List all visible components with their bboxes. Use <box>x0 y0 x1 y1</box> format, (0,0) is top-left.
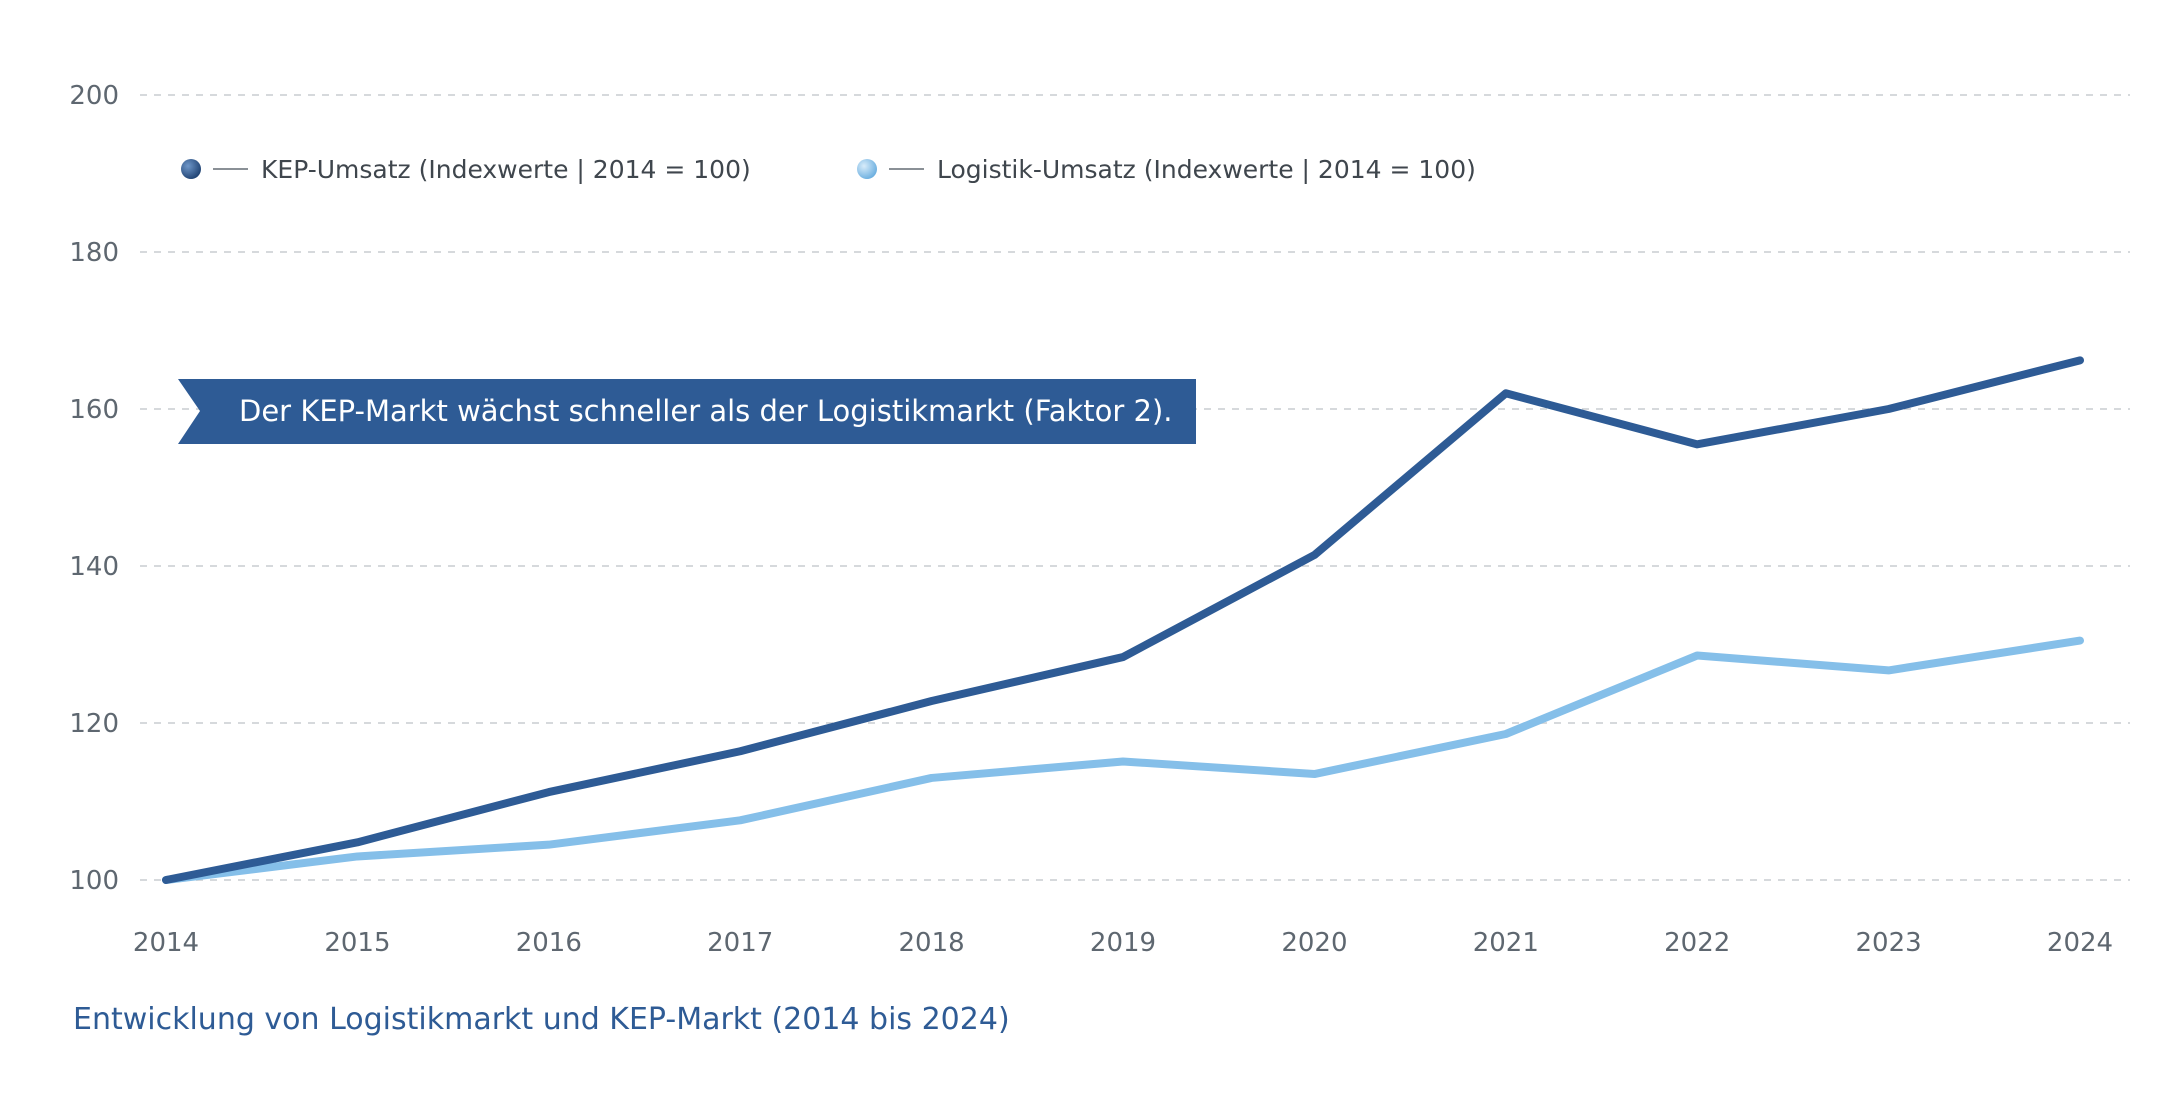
y-tick-label-160: 160 <box>69 395 119 425</box>
y-tick-label-200: 200 <box>69 81 119 111</box>
data-point-kep-2021 <box>1502 389 1510 397</box>
data-point-kep-2023 <box>1885 405 1893 413</box>
legend-item-logistik: Logistik-Umsatz (Indexwerte | 2014 = 100… <box>857 155 1476 184</box>
data-point-kep-2020 <box>1310 551 1318 559</box>
series-lines <box>162 356 2084 884</box>
data-point-logistik-2015 <box>353 852 361 860</box>
x-tick-label-2016: 2016 <box>516 928 582 958</box>
x-tick-label-2017: 2017 <box>707 928 773 958</box>
data-point-logistik-2023 <box>1885 666 1893 674</box>
data-point-logistik-2024 <box>2076 637 2084 645</box>
data-point-kep-2019 <box>1119 653 1127 661</box>
y-tick-label-100: 100 <box>69 866 119 896</box>
x-tick-label-2015: 2015 <box>324 928 390 958</box>
data-point-kep-2022 <box>1693 440 1701 448</box>
x-tick-label-2018: 2018 <box>899 928 965 958</box>
data-point-logistik-2022 <box>1693 651 1701 659</box>
callout-shape <box>178 379 1196 444</box>
data-point-kep-2016 <box>545 788 553 796</box>
x-tick-label-2014: 2014 <box>133 928 199 958</box>
data-point-kep-2015 <box>353 838 361 846</box>
data-point-logistik-2021 <box>1502 730 1510 738</box>
data-point-kep-2014 <box>162 876 170 884</box>
y-tick-label-180: 180 <box>69 238 119 268</box>
chart-caption: Entwicklung von Logistikmarkt und KEP-Ma… <box>73 1002 1010 1037</box>
data-point-logistik-2019 <box>1119 757 1127 765</box>
callout-text: Der KEP-Markt wächst schneller als der L… <box>239 394 1173 428</box>
y-axis-ticks: 100 120 140 160 180 200 <box>69 81 119 896</box>
data-point-logistik-2020 <box>1310 770 1318 778</box>
legend: KEP-Umsatz (Indexwerte | 2014 = 100) Log… <box>181 155 1476 184</box>
x-axis-ticks: 2014 2015 2016 2017 2018 2019 2020 2021 2022 2023… <box>133 928 2113 958</box>
x-tick-label-2019: 2019 <box>1090 928 1156 958</box>
legend-marker-kep <box>181 159 201 179</box>
data-point-logistik-2017 <box>736 816 744 824</box>
data-point-kep-2017 <box>736 747 744 755</box>
legend-item-kep: KEP-Umsatz (Indexwerte | 2014 = 100) <box>181 155 751 184</box>
legend-label-logistik: Logistik-Umsatz (Indexwerte | 2014 = 100… <box>937 155 1476 184</box>
x-tick-label-2020: 2020 <box>1281 928 1347 958</box>
legend-marker-logistik <box>857 159 877 179</box>
x-tick-label-2022: 2022 <box>1664 928 1730 958</box>
data-point-kep-2024 <box>2076 356 2084 364</box>
data-point-logistik-2018 <box>928 774 936 782</box>
callout-banner: Der KEP-Markt wächst schneller als der L… <box>178 379 1196 444</box>
data-point-logistik-2016 <box>545 841 553 849</box>
data-point-kep-2018 <box>928 697 936 705</box>
legend-label-kep: KEP-Umsatz (Indexwerte | 2014 = 100) <box>261 155 751 184</box>
y-tick-label-140: 140 <box>69 552 119 582</box>
y-tick-label-120: 120 <box>69 709 119 739</box>
x-tick-label-2024: 2024 <box>2047 928 2113 958</box>
x-tick-label-2021: 2021 <box>1473 928 1539 958</box>
x-tick-label-2023: 2023 <box>1856 928 1922 958</box>
